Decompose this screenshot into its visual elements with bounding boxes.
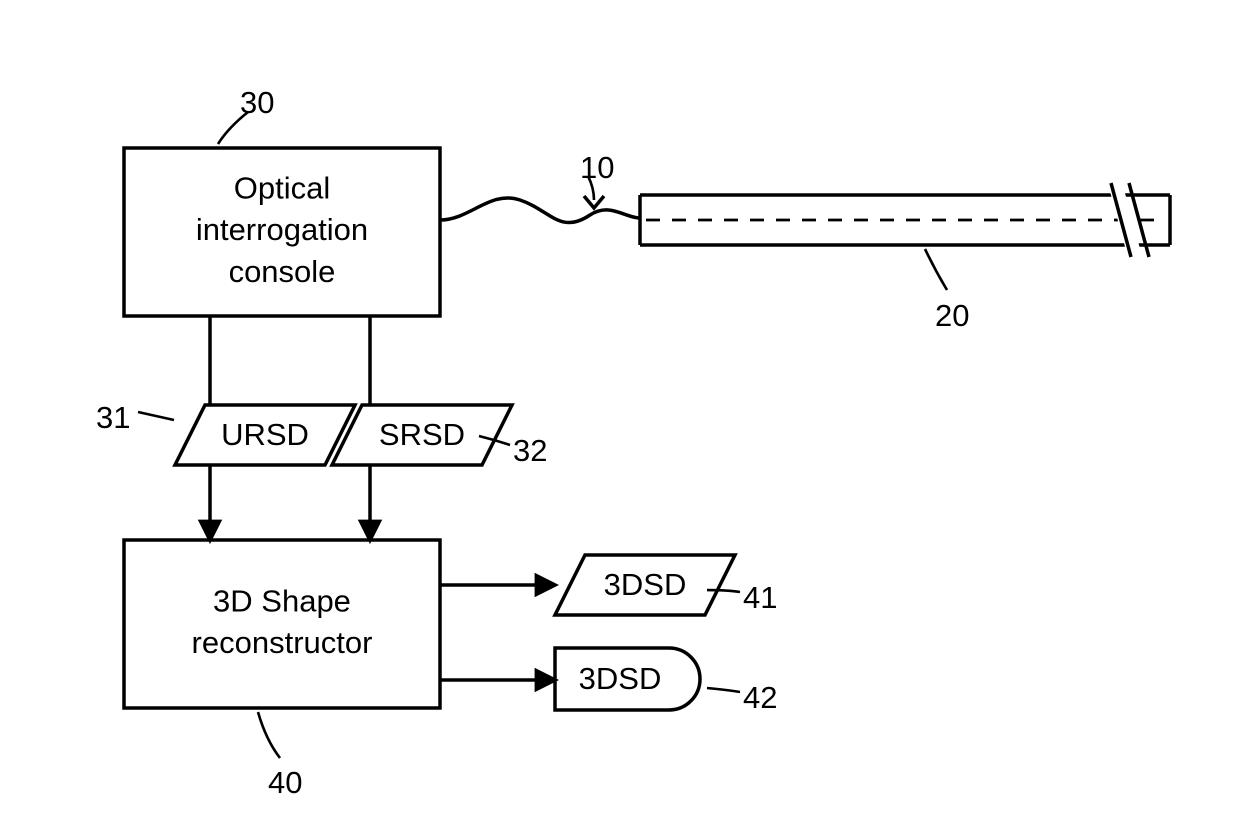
ref-41-leader xyxy=(707,590,740,592)
ref-42-leader xyxy=(707,688,740,692)
reconstructor-label-0: 3D Shape xyxy=(213,583,351,618)
ref-30-leader xyxy=(218,112,248,144)
console-label-1: interrogation xyxy=(196,212,368,247)
console-to-fiber xyxy=(440,198,640,223)
ref-40-leader xyxy=(258,712,280,758)
ref-40: 40 xyxy=(268,765,302,800)
ref-20: 20 xyxy=(935,298,969,333)
console-label-2: console xyxy=(229,254,336,289)
ref-42: 42 xyxy=(743,680,777,715)
srsd-label: SRSD xyxy=(379,417,465,452)
ref-31-leader xyxy=(138,412,174,420)
reconstructor-label-1: reconstructor xyxy=(192,625,373,660)
out_display-label: 3DSD xyxy=(579,661,662,696)
ref-31: 31 xyxy=(96,400,130,435)
ursd-label: URSD xyxy=(221,417,309,452)
ref-20-leader xyxy=(925,249,947,290)
ref-32: 32 xyxy=(513,433,547,468)
ref-10: 10 xyxy=(580,150,614,185)
out_data-label: 3DSD xyxy=(604,567,687,602)
reconstructor-box xyxy=(124,540,440,708)
ref-41: 41 xyxy=(743,580,777,615)
console-label-0: Optical xyxy=(234,170,330,205)
